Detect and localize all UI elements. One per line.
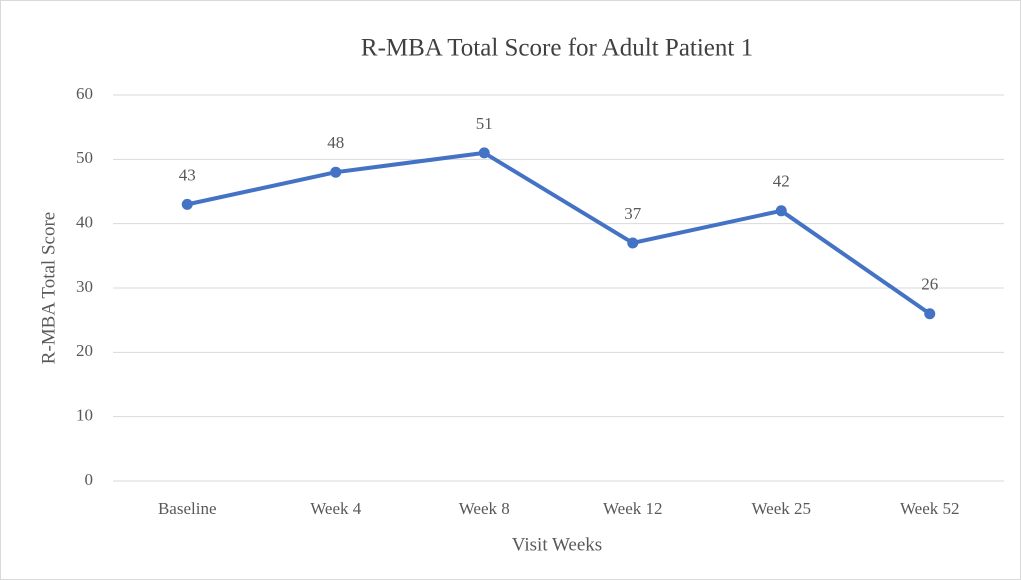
x-axis-title: Visit Weeks [512, 534, 602, 555]
marker [627, 237, 639, 249]
line [186, 150, 931, 316]
data-label: 51 [476, 114, 493, 133]
marker [478, 147, 490, 159]
y-tick-label: 40 [76, 213, 93, 232]
y-tick-label: 10 [76, 406, 93, 425]
chart-title: R-MBA Total Score for Adult Patient 1 [361, 35, 753, 62]
data-label: 48 [327, 133, 344, 152]
x-tick-label: Week 4 [310, 499, 362, 518]
marker [924, 308, 936, 320]
data-label: 26 [921, 275, 938, 294]
data-label: 42 [773, 172, 790, 191]
marker [775, 205, 787, 217]
x-tick-label: Week 8 [459, 499, 510, 518]
y-tick-label: 20 [76, 341, 93, 360]
y-tick-label: 50 [76, 148, 93, 167]
x-tick-label: Week 12 [603, 499, 663, 518]
x-tick-label: Baseline [158, 499, 217, 518]
y-axis-title: R-MBA Total Score [38, 212, 59, 364]
marker [181, 198, 193, 210]
y-tick-label: 30 [76, 277, 93, 296]
y-tick-label: 60 [76, 84, 93, 103]
grid: 0 10 20 30 40 50 60 Baseline Week 4 Week 8 Week 12… [76, 84, 1004, 518]
plot: 43 48 51 37 42 26 [179, 114, 938, 320]
data-label: 43 [179, 165, 196, 184]
marker [330, 166, 342, 178]
data-label: 37 [624, 204, 642, 223]
x-tick-label: Week 52 [900, 499, 960, 518]
y-tick-label: 0 [85, 470, 94, 489]
x-tick-label: Week 25 [751, 499, 811, 518]
